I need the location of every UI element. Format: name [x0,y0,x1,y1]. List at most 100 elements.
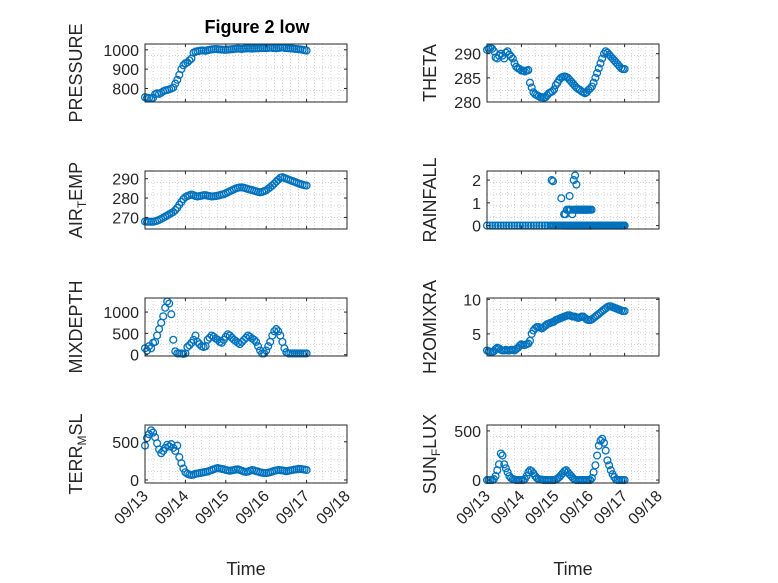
subplot-pressure: 800 900 1000 PRESSURE [66,23,348,123]
data-point [596,59,605,68]
data-point [599,438,609,447]
y-tick-label: 1 [472,196,481,213]
data-point [165,299,174,308]
y-tick-label: 800 [112,81,139,98]
data-point [270,327,279,336]
data-point [507,52,516,61]
data-point [494,460,504,469]
subplot-h2omixra: 5 10 H2OMIXRA [420,280,660,374]
data-point [177,459,186,468]
data-point [147,426,156,435]
data-point [274,327,283,336]
data-point [235,340,244,349]
data-point [620,65,629,74]
data-point [250,335,259,344]
data-point [572,180,581,189]
y-axis-label-sun_flux: SUNFLUX [420,414,443,494]
y-axis-label-theta: THETA [420,44,440,102]
data-point [527,83,536,92]
data-point [571,171,580,180]
data-point [565,191,574,201]
data-point [589,78,598,87]
data-point [500,460,509,469]
data-point [525,78,535,87]
subplot-mixdepth: 0 500 1000 MIXDEPTH [66,280,348,374]
data-point [183,342,192,352]
axes-frame [486,43,660,103]
x-tick-label: 09/13 [453,488,493,528]
data-point [189,335,198,344]
data-point [557,194,566,203]
x-tick-label: 09/16 [233,488,273,528]
data-point [524,468,533,477]
axes-frame [144,297,348,357]
y-tick-label: 285 [454,71,481,88]
figure-title: Figure 2 low [204,17,310,37]
data-point [171,446,180,455]
data-point [601,446,610,455]
data-point [185,341,194,350]
y-tick-label: 1000 [103,43,139,60]
data-point [501,464,510,473]
data-point [163,440,172,449]
data-point [503,468,512,477]
data-point [522,472,531,481]
axes-frame [486,297,660,357]
y-axis-label-terr_msl: TERRMSL [66,413,89,494]
data-point [302,46,311,55]
data-point [169,83,178,92]
axes-frame [486,170,660,230]
data-point [302,465,311,475]
data-point [591,73,600,82]
subplot-theta: 280 285 290 THETA [420,43,660,112]
data-point [193,337,202,346]
axes-frame [144,170,348,230]
x-tick-label: 09/15 [522,488,562,528]
data-point [185,56,194,65]
y-tick-label: 1000 [103,305,139,322]
y-tick-label: 500 [112,326,139,343]
data-point [272,325,281,334]
x-tick-label: 09/16 [557,488,597,528]
data-point [157,449,166,458]
data-point [171,206,180,215]
data-point [508,54,517,63]
data-point [302,181,311,190]
data-point [606,466,615,475]
x-tick-label: 09/13 [111,488,151,528]
subplot-terr_msl: 0 500 TERRMSL 09/13 09/14 09/15 09/16 09/17 09/1… [66,413,354,579]
data-point [603,456,612,465]
x-tick-label: 09/17 [273,488,313,528]
data-point [167,310,176,319]
x-axis-label: Time [553,559,592,579]
y-axis-label-mixdepth: MIXDEPTH [66,280,86,373]
y-tick-label: 290 [454,47,481,64]
data-point [169,335,178,344]
plot-area [145,44,347,102]
data-point [548,177,558,186]
data-point [587,82,596,91]
x-axis-label: Time [226,559,265,579]
data-point [169,207,178,217]
data-point [302,349,311,358]
y-tick-label: 290 [112,172,139,189]
plot-area [145,171,347,229]
data-point [165,442,174,451]
data-point [280,344,289,353]
x-tick-label: 09/14 [488,488,528,528]
data-point [586,84,595,93]
y-tick-label: 10 [463,292,481,309]
data-point [593,451,602,460]
data-point [252,337,261,346]
subplot-air_temp: 270 280 290 AIRTEMP [66,162,348,238]
y-tick-label: 280 [112,191,139,208]
data-point [254,342,263,351]
data-point [594,64,603,73]
data-point [593,68,602,78]
subplot-rainfall: 0 1 2 RAINFALL [420,157,660,243]
y-tick-label: 0 [472,219,481,236]
plot-area [487,44,659,102]
y-tick-label: 500 [454,424,481,441]
data-point [548,87,557,96]
